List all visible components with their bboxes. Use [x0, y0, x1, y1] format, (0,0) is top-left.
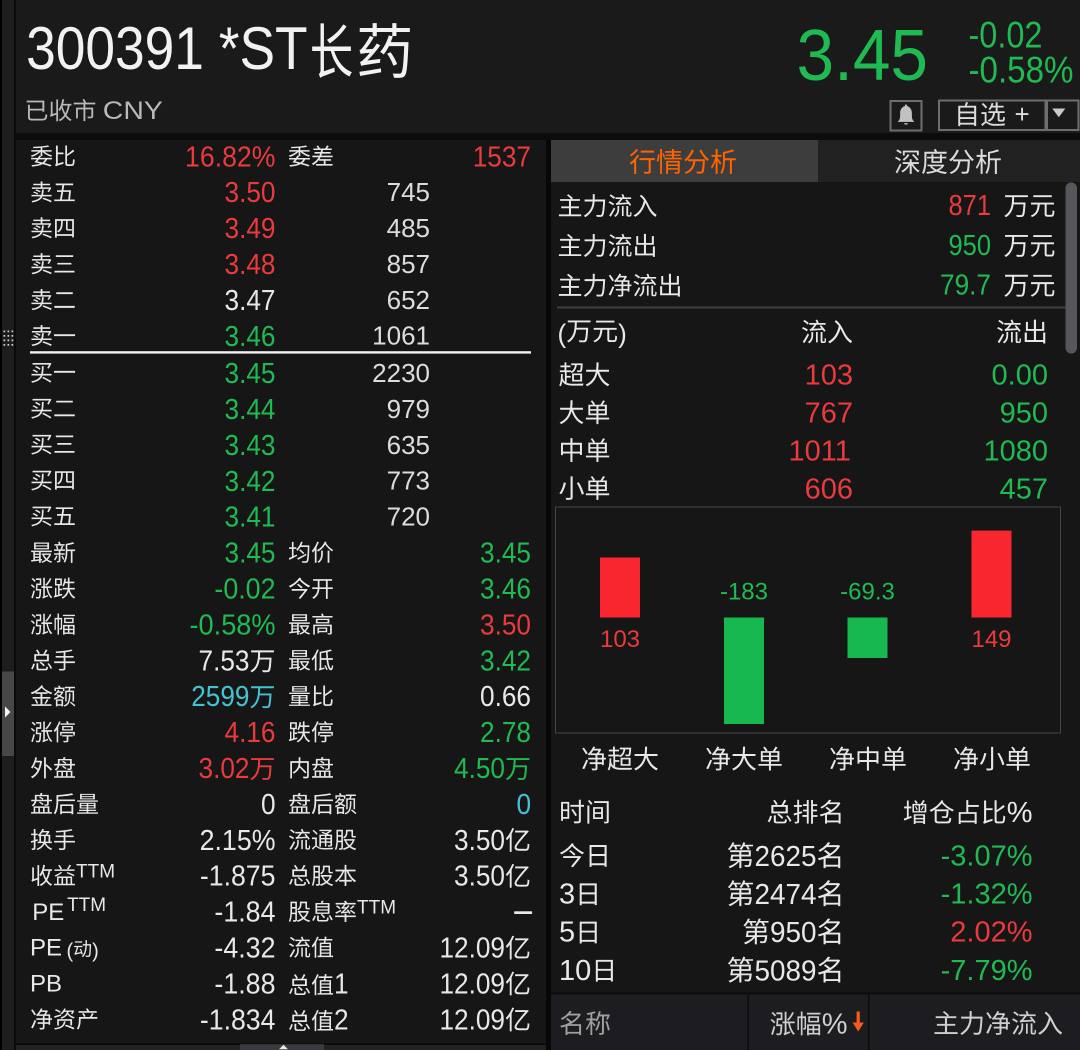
svg-text:12.09: 12.09 — [439, 968, 505, 1000]
svg-text:767: 767 — [805, 398, 853, 430]
svg-text:12.09: 12.09 — [439, 1004, 505, 1036]
svg-text:(: ( — [66, 941, 73, 963]
svg-text:720: 720 — [387, 502, 430, 532]
svg-text:-1.84: -1.84 — [214, 897, 275, 929]
svg-text:300391 *ST: 300391 *ST — [26, 15, 308, 82]
svg-text:0.00: 0.00 — [992, 360, 1048, 392]
svg-text:PE: PE — [32, 899, 64, 926]
svg-text:-1.88: -1.88 — [214, 968, 275, 1000]
svg-text:-0.02: -0.02 — [969, 15, 1043, 56]
svg-text:3.43: 3.43 — [225, 430, 276, 462]
svg-text:PE: PE — [30, 935, 62, 962]
svg-text:3: 3 — [559, 879, 575, 911]
svg-text:1: 1 — [334, 968, 349, 1000]
svg-text:-1.834: -1.834 — [200, 1004, 276, 1036]
svg-text:0: 0 — [261, 789, 276, 821]
svg-text:2.78: 2.78 — [480, 717, 531, 749]
svg-text:950: 950 — [949, 230, 992, 262]
svg-text:2: 2 — [334, 1004, 349, 1036]
svg-text:773: 773 — [387, 466, 430, 496]
svg-text:3.49: 3.49 — [225, 213, 276, 245]
svg-text:2625: 2625 — [755, 841, 817, 873]
svg-text:-69.3: -69.3 — [840, 579, 895, 606]
svg-text:606: 606 — [805, 473, 853, 505]
svg-text:149: 149 — [971, 626, 1011, 653]
svg-text:12.09: 12.09 — [439, 933, 505, 965]
svg-text:950: 950 — [1000, 398, 1048, 430]
svg-text:1537: 1537 — [473, 141, 531, 173]
svg-text:950: 950 — [770, 917, 817, 949]
svg-text:): ) — [92, 941, 99, 963]
svg-text:0.66: 0.66 — [480, 681, 531, 713]
svg-text:3.46: 3.46 — [480, 574, 531, 606]
svg-text:3.50: 3.50 — [225, 177, 276, 209]
svg-text:3.46: 3.46 — [225, 321, 276, 353]
svg-text:103: 103 — [600, 626, 640, 653]
svg-text:652: 652 — [387, 285, 430, 315]
svg-text:3.42: 3.42 — [225, 466, 276, 498]
svg-text:-0.58%: -0.58% — [969, 49, 1074, 90]
svg-text:4.50: 4.50 — [454, 753, 505, 785]
svg-text:3.44: 3.44 — [225, 394, 276, 426]
svg-text:(: ( — [558, 318, 567, 348]
svg-text:%: % — [822, 1008, 848, 1040]
svg-text:3.50: 3.50 — [454, 825, 505, 857]
svg-text:16.82%: 16.82% — [185, 141, 275, 173]
svg-text:103: 103 — [805, 360, 853, 392]
svg-text:-3.07%: -3.07% — [941, 841, 1033, 873]
svg-text:2474: 2474 — [755, 879, 817, 911]
svg-text:2.02%: 2.02% — [950, 917, 1032, 949]
svg-text:871: 871 — [949, 190, 992, 222]
svg-text:3.45: 3.45 — [480, 538, 531, 570]
svg-text:3.48: 3.48 — [225, 249, 276, 281]
svg-text:-0.02: -0.02 — [214, 574, 275, 606]
svg-text:2.15%: 2.15% — [200, 825, 276, 857]
svg-text:-183: -183 — [720, 579, 768, 606]
svg-text:457: 457 — [1000, 473, 1048, 505]
svg-text:TTM: TTM — [76, 862, 115, 883]
svg-text:857: 857 — [387, 249, 430, 279]
svg-text:-4.32: -4.32 — [214, 933, 275, 965]
svg-text:3.45: 3.45 — [797, 16, 929, 96]
svg-text:1011: 1011 — [788, 435, 850, 467]
svg-text:-7.79%: -7.79% — [941, 955, 1033, 987]
svg-text:2230: 2230 — [372, 358, 430, 388]
svg-text:2599: 2599 — [191, 681, 249, 713]
svg-text:+: + — [1015, 99, 1030, 129]
svg-text:3.41: 3.41 — [225, 502, 276, 534]
svg-text:745: 745 — [387, 177, 430, 207]
svg-text:635: 635 — [387, 430, 430, 460]
svg-text:5089: 5089 — [755, 955, 817, 987]
svg-text:CNY: CNY — [103, 97, 163, 125]
svg-text:3.02: 3.02 — [199, 753, 250, 785]
svg-text:5: 5 — [559, 917, 575, 949]
svg-text:-1.875: -1.875 — [200, 861, 276, 893]
svg-text:485: 485 — [387, 213, 430, 243]
svg-text:-0.58%: -0.58% — [190, 609, 276, 641]
svg-text:3.42: 3.42 — [480, 645, 531, 677]
svg-text:1061: 1061 — [372, 321, 430, 351]
svg-text:4.16: 4.16 — [225, 717, 276, 749]
svg-text:PB: PB — [30, 971, 62, 998]
svg-text:1080: 1080 — [983, 435, 1048, 467]
svg-text:TTM: TTM — [67, 895, 106, 916]
svg-text:0: 0 — [516, 789, 531, 821]
svg-text:TTM: TTM — [357, 898, 396, 919]
svg-text:3.50: 3.50 — [480, 609, 531, 641]
svg-text:7.53: 7.53 — [199, 645, 250, 677]
svg-text:): ) — [618, 318, 627, 348]
svg-text:%: % — [1007, 797, 1033, 829]
svg-text:3.47: 3.47 — [225, 285, 276, 317]
svg-text:-1.32%: -1.32% — [941, 879, 1033, 911]
svg-text:10: 10 — [559, 955, 591, 987]
svg-text:3.45: 3.45 — [225, 358, 276, 390]
svg-text:3.45: 3.45 — [225, 538, 276, 570]
svg-text:3.50: 3.50 — [454, 861, 505, 893]
svg-text:979: 979 — [387, 394, 430, 424]
svg-text:79.7: 79.7 — [940, 270, 991, 302]
